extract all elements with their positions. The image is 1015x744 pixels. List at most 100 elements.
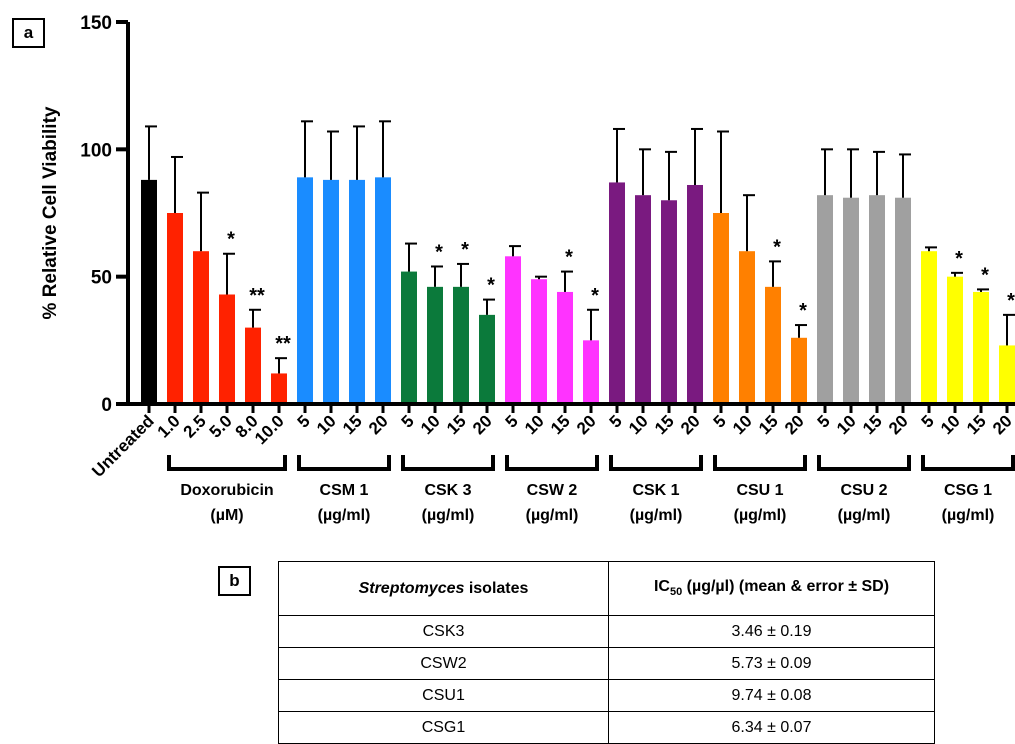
y-axis-label: % Relative Cell Viability — [40, 106, 61, 319]
table-row: CSW2 5.73 ± 0.09 — [278, 647, 935, 680]
bar — [505, 256, 521, 404]
group-bracket — [505, 455, 599, 471]
significance-marker: * — [591, 285, 599, 307]
bar — [297, 177, 313, 404]
bar — [401, 271, 417, 404]
group-bracket — [297, 455, 391, 471]
ic50-cell: 9.74 ± 0.08 — [608, 679, 935, 712]
bar — [999, 345, 1015, 404]
x-tick-label: 20 — [989, 411, 1015, 438]
bar — [973, 291, 989, 404]
group-label: CSM 1 — [320, 482, 369, 499]
x-tick-label: Untreated — [88, 411, 158, 481]
ic50-cell: 5.73 ± 0.09 — [608, 647, 935, 680]
header-isolates-italic: Streptomyces — [358, 579, 465, 597]
bar — [843, 197, 859, 404]
significance-marker: * — [799, 300, 807, 322]
bar — [427, 286, 443, 404]
bar — [271, 373, 287, 404]
x-tick-label: 20 — [365, 411, 392, 438]
isolate-cell: CSU1 — [278, 679, 609, 712]
bar-chart: 0 50 100 150 % Relative Cell Viability Untrea… — [40, 13, 1015, 524]
x-tick-label: 5 — [502, 411, 522, 431]
bar — [713, 213, 729, 404]
table-row: CSU1 9.74 ± 0.08 — [278, 679, 935, 712]
bar — [583, 340, 599, 404]
bar — [531, 279, 547, 404]
group-bracket — [401, 455, 495, 471]
bar — [921, 251, 937, 404]
group-unit-label: (µM) — [210, 507, 243, 524]
group-label: CSU 1 — [736, 482, 783, 499]
bar — [791, 337, 807, 404]
x-tick-label: 5 — [294, 411, 314, 431]
x-tick-label: 10 — [937, 411, 964, 438]
bar — [323, 179, 339, 404]
significance-marker: * — [487, 275, 495, 297]
x-tick-label: 20 — [573, 411, 600, 438]
bar — [739, 251, 755, 404]
significance-marker: ** — [249, 285, 265, 307]
x-tick-label: 5.0 — [206, 411, 236, 441]
bar — [479, 314, 495, 404]
x-tick-label: 2.5 — [180, 411, 210, 441]
x-tick-label: 1.0 — [154, 411, 184, 441]
x-tick-label: 20 — [677, 411, 704, 438]
group-bracket — [921, 455, 1015, 471]
x-tick-label: 10 — [313, 411, 340, 438]
group-label: CSW 2 — [527, 482, 578, 499]
group-unit-label: (µg/ml) — [734, 507, 787, 524]
group-unit-label: (µg/ml) — [838, 507, 891, 524]
x-tick-label: 5 — [918, 411, 938, 431]
bar — [375, 177, 391, 404]
significance-marker: * — [435, 241, 443, 263]
x-tick-label: 10 — [417, 411, 444, 438]
group-unit-label: (µg/ml) — [630, 507, 683, 524]
x-tick-label: 15 — [443, 411, 470, 438]
x-tick-label: 15 — [859, 411, 886, 438]
significance-marker: * — [1007, 290, 1015, 312]
bar — [817, 195, 833, 404]
group-bracket — [609, 455, 703, 471]
ic50-cell: 6.34 ± 0.07 — [608, 711, 935, 744]
bar — [245, 327, 261, 404]
x-tick-label: 20 — [885, 411, 912, 438]
bar — [219, 294, 235, 404]
bar — [193, 251, 209, 404]
panel-a-label: a — [12, 18, 45, 48]
group-label: CSU 2 — [840, 482, 887, 499]
bar — [869, 195, 885, 404]
group-unit-label: (µg/ml) — [942, 507, 995, 524]
bar — [609, 182, 625, 404]
significance-marker: * — [955, 248, 963, 270]
isolate-cell: CSK3 — [278, 615, 609, 648]
x-tick-label: 20 — [469, 411, 496, 438]
y-tick-label: 150 — [80, 13, 112, 34]
y-tick-label: 100 — [80, 140, 112, 161]
ic50-cell: 3.46 ± 0.19 — [608, 615, 935, 648]
group-unit-label: (µg/ml) — [526, 507, 579, 524]
bar — [947, 276, 963, 404]
bar — [349, 179, 365, 404]
group-unit-label: (µg/ml) — [318, 507, 371, 524]
group-bracket — [713, 455, 807, 471]
significance-marker: * — [773, 236, 781, 258]
x-tick-label: 10.0 — [251, 411, 288, 448]
group-label: CSK 3 — [424, 482, 471, 499]
header-ic-sub: 50 — [669, 586, 683, 599]
x-tick-label: 10 — [729, 411, 756, 438]
x-tick-label: 15 — [651, 411, 678, 438]
header-ic-rest: (µg/µl) (mean & error ± SD) — [682, 578, 890, 596]
x-tick-label: 20 — [781, 411, 808, 438]
table-header-row: Streptomyces isolates IC50 (µg/µl) (mean… — [278, 561, 935, 616]
group-bracket — [817, 455, 911, 471]
group-label: Doxorubicin — [180, 482, 273, 499]
bar — [141, 179, 157, 404]
bar — [453, 286, 469, 404]
significance-marker: * — [461, 239, 469, 261]
x-tick-label: 15 — [963, 411, 990, 438]
bar — [895, 197, 911, 404]
header-ic: IC — [653, 578, 670, 596]
group-label: CSG 1 — [944, 482, 992, 499]
significance-marker: * — [227, 229, 235, 251]
